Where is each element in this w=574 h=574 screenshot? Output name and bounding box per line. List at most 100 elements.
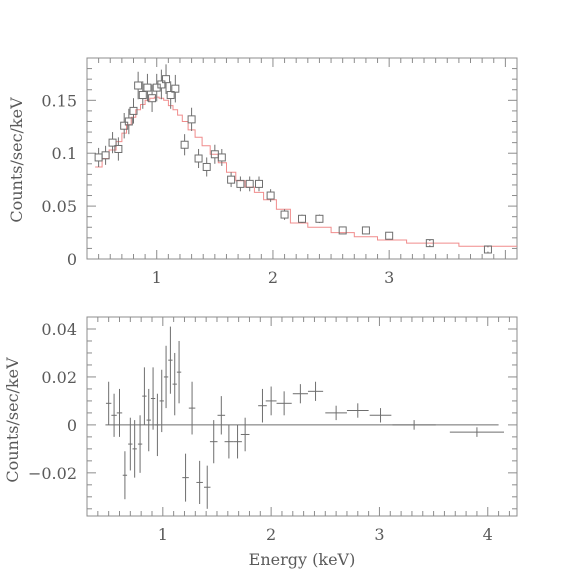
y-tick-label: 0.02 <box>41 368 77 387</box>
data-point <box>227 172 236 188</box>
residual-point <box>128 417 133 471</box>
data-point <box>180 134 189 156</box>
residual-point <box>265 386 277 416</box>
square-marker <box>280 210 289 219</box>
square-marker <box>148 94 157 103</box>
spectrum-plot-frame <box>86 57 518 260</box>
square-marker <box>120 121 129 130</box>
data-point <box>187 107 196 131</box>
square-marker <box>129 106 138 115</box>
residual-point <box>122 451 128 500</box>
residual-point <box>292 384 308 404</box>
residual-point <box>307 381 324 401</box>
residual-point <box>105 381 112 425</box>
model-curve <box>95 96 517 247</box>
data-point <box>338 226 347 235</box>
square-marker <box>114 144 123 153</box>
x-tick-label: 4 <box>483 525 493 544</box>
y-tick-label: 0.1 <box>52 144 77 163</box>
spectrum-data-points <box>94 64 492 254</box>
square-marker <box>194 154 203 163</box>
residual-point <box>182 453 189 502</box>
residual-point <box>209 420 218 464</box>
residual-point <box>369 408 392 423</box>
data-point <box>425 239 434 248</box>
residual-point <box>217 396 226 435</box>
x-axis-label: Energy (keV) <box>249 550 356 569</box>
residual-point <box>224 424 234 459</box>
residual-point <box>137 415 143 473</box>
data-point <box>148 84 157 112</box>
residual-data-points <box>105 326 505 509</box>
x-tick-label: 2 <box>266 525 276 544</box>
data-point <box>101 145 110 165</box>
data-point <box>361 226 370 235</box>
data-point <box>166 81 175 109</box>
residual-plot-frame <box>86 316 518 517</box>
residual-point <box>146 388 151 452</box>
square-marker <box>108 138 117 147</box>
residual-point <box>150 367 156 430</box>
data-point <box>217 148 226 166</box>
square-marker <box>217 153 226 162</box>
data-point <box>194 148 203 169</box>
y-tick-label: 0 <box>67 416 77 435</box>
square-marker <box>138 91 147 100</box>
residual-point <box>392 420 436 430</box>
data-point <box>120 113 129 139</box>
square-marker <box>187 115 196 124</box>
square-marker <box>266 191 275 200</box>
residual-point <box>142 367 147 425</box>
spectrum-panel: 1 2 3 0 0.05 0.1 0.15 Counts/sec/keV <box>7 57 518 287</box>
residual-point <box>233 424 242 459</box>
data-point <box>202 157 211 177</box>
residual-point <box>168 326 173 394</box>
square-marker <box>157 80 166 89</box>
square-marker <box>166 91 175 100</box>
data-point <box>255 176 263 192</box>
square-marker <box>315 214 324 223</box>
square-marker <box>236 179 245 188</box>
data-point <box>138 81 147 109</box>
residual-point <box>132 420 137 478</box>
data-point <box>143 73 152 102</box>
spectrum-ticks <box>86 57 518 260</box>
square-marker <box>124 117 133 126</box>
square-marker <box>361 226 370 235</box>
data-point <box>236 176 245 192</box>
data-point <box>266 189 275 202</box>
residual-point <box>203 465 211 509</box>
y-tick-label: 0.15 <box>41 91 77 110</box>
residual-point <box>176 340 182 404</box>
data-point <box>385 231 394 240</box>
residual-point <box>188 381 196 435</box>
residual-point <box>240 417 250 452</box>
spectrum-y-axis-label: Counts/sec/keV <box>7 97 26 223</box>
y-tick-label: −0.02 <box>28 464 77 483</box>
data-point <box>483 245 492 254</box>
square-marker <box>385 231 394 240</box>
data-point <box>162 64 171 94</box>
residual-point <box>155 393 160 457</box>
residual-panel: 1 2 3 4 −0.02 0 0.02 0.04 Counts/sec/keV Energy… <box>3 316 518 569</box>
square-marker <box>202 162 211 171</box>
spectrum-tick-labels: 1 2 3 0 0.05 0.1 0.15 <box>41 91 394 287</box>
square-marker <box>94 153 103 162</box>
residual-point <box>111 393 117 437</box>
data-point <box>94 147 103 167</box>
x-tick-label: 2 <box>268 268 278 287</box>
residual-point <box>159 369 164 433</box>
x-tick-label: 1 <box>152 268 162 287</box>
data-point <box>157 69 166 100</box>
data-point <box>315 214 324 224</box>
data-point <box>298 214 306 224</box>
data-point <box>280 209 289 220</box>
residual-point <box>163 345 169 409</box>
square-marker <box>101 151 110 160</box>
square-marker <box>255 179 263 188</box>
square-marker <box>134 81 143 90</box>
residual-point <box>325 405 347 421</box>
square-marker <box>483 245 492 254</box>
residual-point <box>346 403 369 418</box>
